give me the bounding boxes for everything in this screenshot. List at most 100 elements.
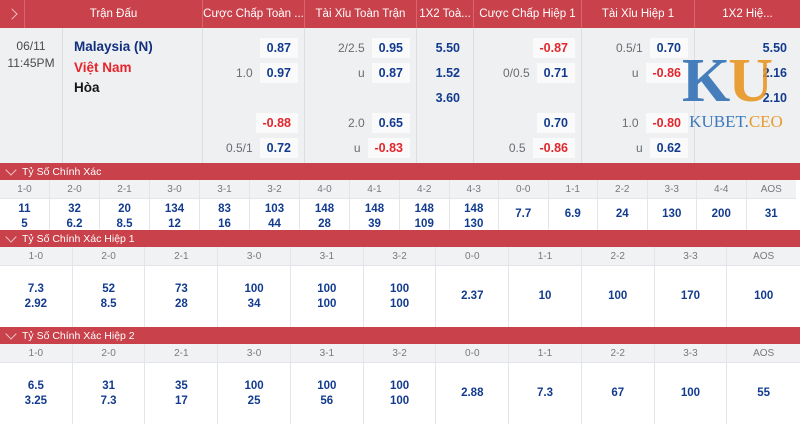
score-column[interactable]: AOS 31 bbox=[746, 180, 796, 230]
odds-value[interactable]: 5.50 bbox=[762, 40, 787, 55]
odds-value[interactable]: -0.83 bbox=[367, 137, 410, 158]
score-odds-value[interactable]: 31 bbox=[102, 379, 115, 392]
score-column[interactable]: 3-1 83 16 bbox=[200, 180, 250, 230]
column-header-1x2-full[interactable]: 1X2 Toà... bbox=[417, 0, 474, 28]
score-odds-value[interactable]: 7.3 bbox=[27, 282, 44, 295]
column-header-1x2-half1[interactable]: 1X2 Hiệ... bbox=[722, 8, 773, 20]
score-odds-value[interactable]: 7.7 bbox=[515, 208, 532, 220]
score-column[interactable]: 1-1 10 bbox=[509, 247, 582, 327]
score-odds-value[interactable]: 100 bbox=[389, 282, 410, 295]
score-odds-value[interactable]: 148 bbox=[464, 203, 484, 215]
score-odds-value[interactable]: 55 bbox=[757, 387, 771, 399]
score-column[interactable]: 4-4 200 bbox=[697, 180, 747, 230]
score-column[interactable]: 4-3 148 130 bbox=[449, 180, 499, 230]
odds-cell[interactable]: -0.87 bbox=[474, 35, 581, 60]
score-odds-value[interactable]: 100 bbox=[389, 394, 410, 407]
score-odds-value[interactable]: 11 bbox=[18, 203, 31, 215]
score-odds-value[interactable]: 6.2 bbox=[66, 218, 83, 230]
column-header-match[interactable]: Trận Đấu bbox=[25, 0, 203, 28]
odds-cell[interactable]: 0.70 bbox=[474, 110, 581, 135]
column-header-overunder-full[interactable]: Tài Xỉu Toàn Trận bbox=[305, 0, 417, 28]
score-column[interactable]: 3-3 170 bbox=[654, 247, 728, 327]
score-odds-value[interactable]: 2.88 bbox=[461, 387, 484, 399]
score-odds-value[interactable]: 100 bbox=[244, 282, 264, 295]
score-column[interactable]: 3-3 130 bbox=[647, 180, 697, 230]
score-odds-value[interactable]: 100 bbox=[680, 387, 701, 399]
score-odds-value[interactable]: 73 bbox=[174, 282, 188, 295]
odds-value[interactable]: -0.87 bbox=[532, 37, 575, 58]
score-column[interactable]: 2-2 67 bbox=[581, 344, 655, 424]
score-odds-value[interactable]: 148 bbox=[364, 203, 385, 215]
odds-cell[interactable]: 1.52 bbox=[417, 60, 473, 85]
score-odds-value[interactable]: 2.92 bbox=[24, 297, 48, 310]
odds-value[interactable]: 2.10 bbox=[762, 90, 787, 105]
odds-cell[interactable]: 0.87 bbox=[203, 35, 304, 60]
score-odds-value[interactable]: 25 bbox=[247, 394, 261, 407]
odds-value[interactable]: -0.80 bbox=[645, 112, 688, 133]
odds-cell[interactable]: u -0.86 bbox=[582, 60, 694, 85]
score-column[interactable]: 0-0 7.7 bbox=[499, 180, 549, 230]
odds-cell[interactable]: 1.0 -0.80 bbox=[582, 110, 694, 135]
column-header-handicap-half1[interactable]: Cược Chấp Hiệp 1 bbox=[474, 0, 582, 28]
odds-cell[interactable]: 0.5/1 0.72 bbox=[203, 135, 304, 160]
score-odds-value[interactable]: 100 bbox=[389, 297, 410, 310]
odds-cell[interactable]: 1.0 0.97 bbox=[203, 60, 304, 85]
score-odds-value[interactable]: 100 bbox=[608, 290, 628, 302]
section-header-correct-score-half2[interactable]: Tỷ Số Chính Xác Hiệp 2 bbox=[0, 327, 800, 344]
score-odds-value[interactable]: 3.25 bbox=[24, 394, 48, 407]
odds-cell[interactable]: 2/2.5 0.95 bbox=[305, 35, 416, 60]
odds-value[interactable]: 1.52 bbox=[435, 65, 460, 80]
odds-value[interactable]: -0.88 bbox=[255, 112, 298, 133]
score-column[interactable]: 3-0 100 34 bbox=[218, 247, 291, 327]
score-odds-value[interactable]: 130 bbox=[464, 218, 484, 230]
score-odds-value[interactable]: 17 bbox=[174, 394, 188, 407]
odds-cell[interactable]: u -0.83 bbox=[305, 135, 416, 160]
odds-cell[interactable]: 3.60 bbox=[417, 85, 473, 110]
score-column[interactable]: 1-1 7.3 bbox=[509, 344, 582, 424]
score-odds-value[interactable]: 134 bbox=[164, 203, 185, 215]
score-odds-value[interactable]: 16 bbox=[218, 218, 231, 230]
score-column[interactable]: 2-2 100 bbox=[581, 247, 655, 327]
score-odds-value[interactable]: 100 bbox=[389, 379, 410, 392]
odds-cell[interactable]: 0.5 -0.86 bbox=[474, 135, 581, 160]
score-column[interactable]: 3-1 100 56 bbox=[290, 344, 364, 424]
score-column[interactable]: 2-0 52 8.5 bbox=[72, 247, 146, 327]
score-odds-value[interactable]: 148 bbox=[414, 203, 434, 215]
score-odds-value[interactable]: 32 bbox=[68, 203, 81, 215]
score-odds-value[interactable]: 130 bbox=[662, 208, 682, 220]
score-column[interactable]: 3-2 103 44 bbox=[250, 180, 300, 230]
expand-all-toggle[interactable] bbox=[0, 0, 25, 28]
score-column[interactable]: 3-1 100 100 bbox=[290, 247, 364, 327]
section-header-correct-score-half1[interactable]: Tỷ Số Chính Xác Hiệp 1 bbox=[0, 230, 800, 247]
odds-value[interactable]: 0.70 bbox=[536, 112, 575, 133]
score-column[interactable]: AOS 100 bbox=[727, 247, 800, 327]
odds-cell[interactable]: u 0.87 bbox=[305, 60, 416, 85]
odds-value[interactable]: 2.16 bbox=[762, 65, 787, 80]
score-odds-value[interactable]: 31 bbox=[764, 208, 778, 220]
score-column[interactable]: 3-0 100 25 bbox=[218, 344, 291, 424]
odds-value[interactable]: 3.60 bbox=[435, 90, 460, 105]
score-odds-value[interactable]: 100 bbox=[317, 282, 337, 295]
odds-value[interactable]: 0.87 bbox=[371, 62, 410, 83]
odds-cell[interactable]: -0.88 bbox=[203, 110, 304, 135]
score-column[interactable]: 3-2 100 100 bbox=[363, 247, 437, 327]
odds-value[interactable]: -0.86 bbox=[645, 62, 688, 83]
score-column[interactable]: 4-1 148 39 bbox=[350, 180, 400, 230]
score-odds-value[interactable]: 6.9 bbox=[564, 208, 581, 220]
score-odds-value[interactable]: 83 bbox=[218, 203, 231, 215]
score-odds-value[interactable]: 200 bbox=[711, 208, 731, 220]
score-column[interactable]: 2-0 31 7.3 bbox=[72, 344, 146, 424]
score-odds-value[interactable]: 103 bbox=[264, 203, 285, 215]
score-column[interactable]: 2-2 24 bbox=[598, 180, 648, 230]
odds-cell[interactable]: 2.16 bbox=[695, 60, 800, 85]
score-odds-value[interactable]: 100 bbox=[317, 379, 337, 392]
team-home[interactable]: Malaysia (N) bbox=[74, 39, 153, 54]
score-odds-value[interactable]: 52 bbox=[102, 282, 115, 295]
score-odds-value[interactable]: 8.5 bbox=[100, 297, 117, 310]
odds-cell[interactable]: 2.0 0.65 bbox=[305, 110, 416, 135]
odds-value[interactable]: 0.95 bbox=[371, 37, 410, 58]
team-draw[interactable]: Hòa bbox=[74, 80, 100, 95]
odds-cell[interactable]: u 0.62 bbox=[582, 135, 694, 160]
odds-value[interactable]: 0.70 bbox=[649, 37, 688, 58]
odds-value[interactable]: 0.65 bbox=[371, 112, 410, 133]
